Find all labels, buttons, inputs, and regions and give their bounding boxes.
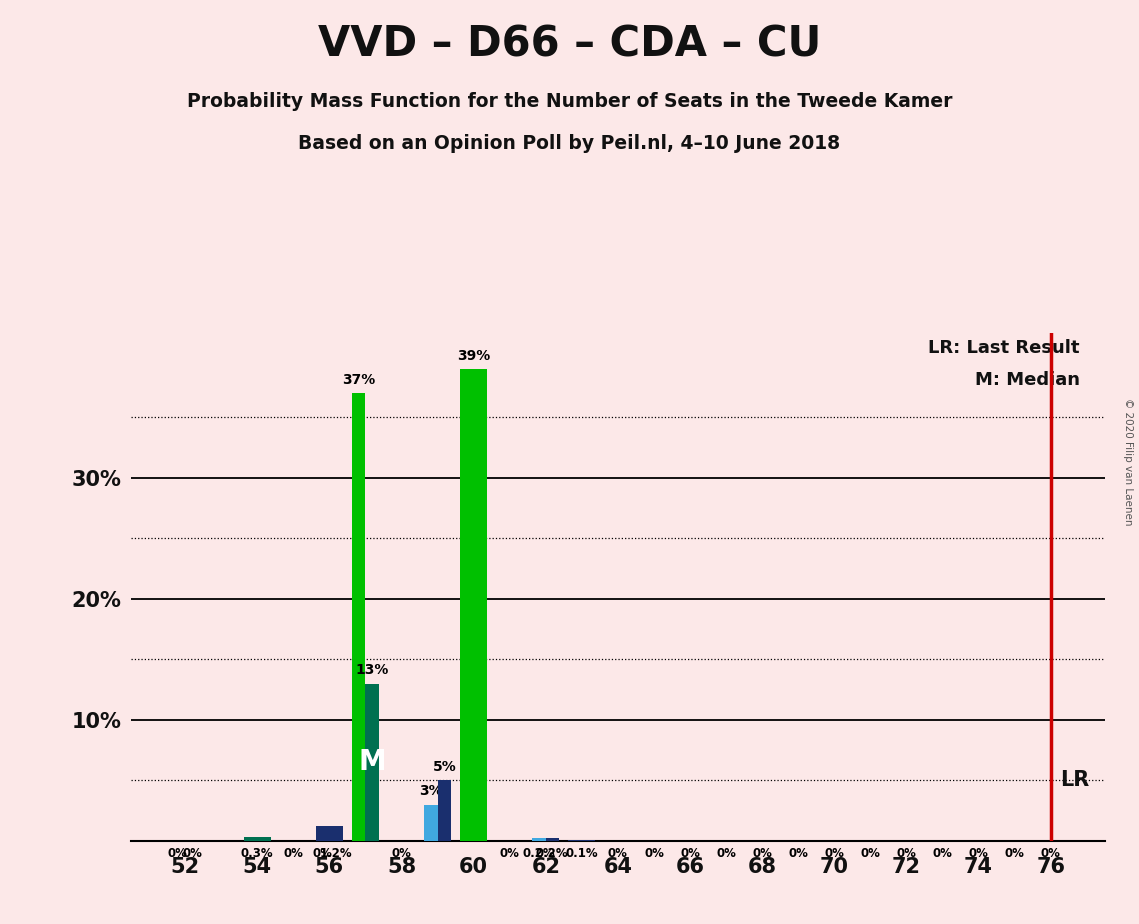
Bar	[532, 838, 546, 841]
Text: 37%: 37%	[342, 373, 375, 387]
Text: 0.3%: 0.3%	[241, 847, 273, 860]
Text: 0%: 0%	[968, 847, 989, 860]
Text: 0%: 0%	[933, 847, 952, 860]
Text: M: Median: M: Median	[975, 371, 1080, 389]
Text: 0%: 0%	[608, 847, 628, 860]
Text: 0%: 0%	[1005, 847, 1025, 860]
Text: 0%: 0%	[500, 847, 519, 860]
Text: 1.2%: 1.2%	[320, 847, 352, 860]
Text: LR: Last Result: LR: Last Result	[928, 339, 1080, 357]
Bar	[244, 837, 271, 841]
Text: 0%: 0%	[313, 847, 333, 860]
Text: Based on an Opinion Poll by Peil.nl, 4–10 June 2018: Based on an Opinion Poll by Peil.nl, 4–1…	[298, 134, 841, 153]
Bar	[366, 684, 379, 841]
Bar	[437, 781, 451, 841]
Text: 5%: 5%	[433, 760, 457, 774]
Text: 0%: 0%	[680, 847, 700, 860]
Bar	[352, 393, 366, 841]
Text: 0.2%: 0.2%	[536, 847, 568, 860]
Text: 0%: 0%	[825, 847, 844, 860]
Bar	[424, 805, 437, 841]
Text: 0%: 0%	[1041, 847, 1060, 860]
Bar	[316, 826, 343, 841]
Text: 0%: 0%	[860, 847, 880, 860]
Text: LR: LR	[1059, 771, 1089, 790]
Text: 0%: 0%	[167, 847, 188, 860]
Text: 0%: 0%	[716, 847, 736, 860]
Text: © 2020 Filip van Laenen: © 2020 Filip van Laenen	[1123, 398, 1132, 526]
Text: 0%: 0%	[752, 847, 772, 860]
Text: 3%: 3%	[419, 784, 443, 798]
Bar	[460, 369, 487, 841]
Text: 0%: 0%	[392, 847, 411, 860]
Text: Probability Mass Function for the Number of Seats in the Tweede Kamer: Probability Mass Function for the Number…	[187, 92, 952, 112]
Text: 13%: 13%	[355, 663, 388, 677]
Text: 0%: 0%	[788, 847, 809, 860]
Text: 39%: 39%	[457, 349, 490, 363]
Text: 0%: 0%	[284, 847, 303, 860]
Bar	[546, 838, 559, 841]
Text: 0.2%: 0.2%	[523, 847, 556, 860]
Text: 0.1%: 0.1%	[566, 847, 598, 860]
Text: VVD – D66 – CDA – CU: VVD – D66 – CDA – CU	[318, 23, 821, 65]
Text: M: M	[359, 748, 386, 776]
Text: 0%: 0%	[182, 847, 203, 860]
Text: 0%: 0%	[644, 847, 664, 860]
Text: 0%: 0%	[896, 847, 917, 860]
Bar	[568, 840, 596, 841]
